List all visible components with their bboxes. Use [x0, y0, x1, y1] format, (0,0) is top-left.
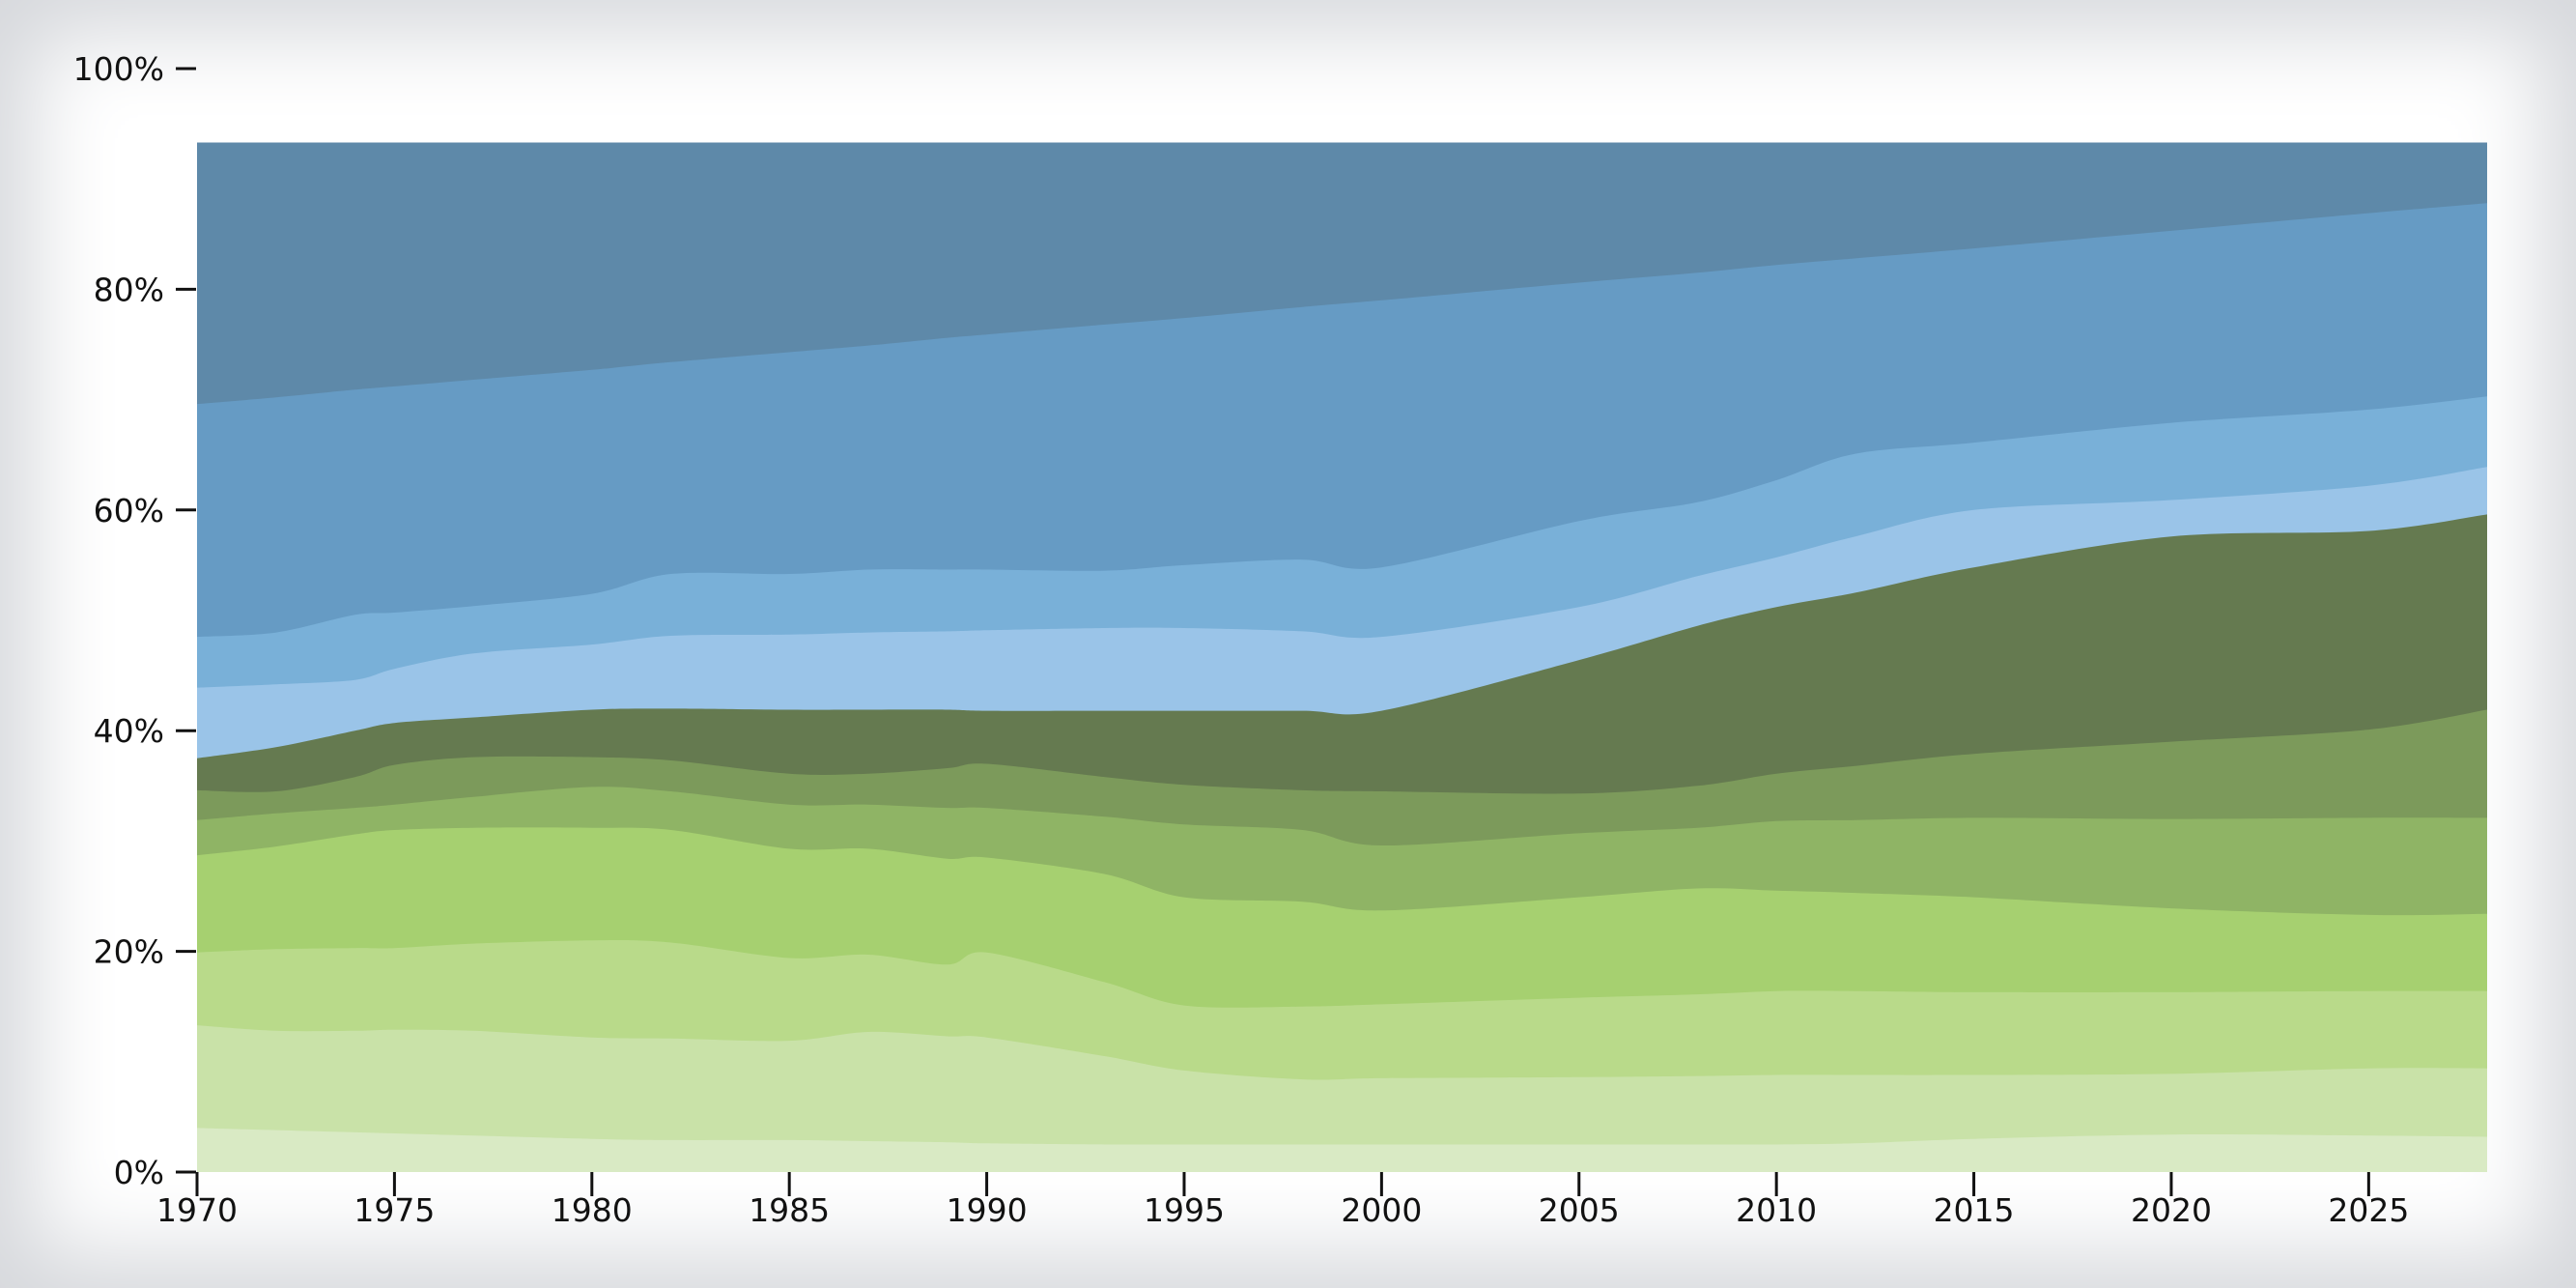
- y-tick-label: 60%: [94, 492, 164, 530]
- x-tick-label: 1990: [947, 1191, 1028, 1229]
- x-tick-label: 1975: [354, 1191, 435, 1229]
- x-tick-label: 1995: [1144, 1191, 1225, 1229]
- x-tick-label: 2015: [1934, 1191, 2015, 1229]
- x-axis: 1970 1975 1980 1985 1990 1995 2000 2005 2010 2015…: [156, 1172, 2409, 1229]
- x-tick-label: 2010: [1736, 1191, 1817, 1229]
- area-layer-1: [197, 1128, 2487, 1172]
- x-tick-label: 2020: [2131, 1191, 2212, 1229]
- x-tick-label: 1985: [749, 1191, 830, 1229]
- x-tick-label: 2000: [1341, 1191, 1422, 1229]
- x-tick-label: 1970: [156, 1191, 238, 1229]
- area-layers: [197, 142, 2487, 1173]
- x-tick-label: 2025: [2328, 1191, 2409, 1229]
- area-layer-2: [197, 1025, 2487, 1172]
- x-tick-label: 2005: [1539, 1191, 1620, 1229]
- y-tick-label: 20%: [94, 933, 164, 971]
- y-tick-label: 0%: [114, 1154, 164, 1191]
- y-tick-label: 40%: [94, 712, 164, 750]
- y-tick-label: 100%: [73, 50, 164, 88]
- y-tick-label: 80%: [94, 271, 164, 308]
- x-tick-label: 1980: [552, 1191, 633, 1229]
- y-axis: 0% 20% 40% 60% 80% 100%: [73, 50, 196, 1191]
